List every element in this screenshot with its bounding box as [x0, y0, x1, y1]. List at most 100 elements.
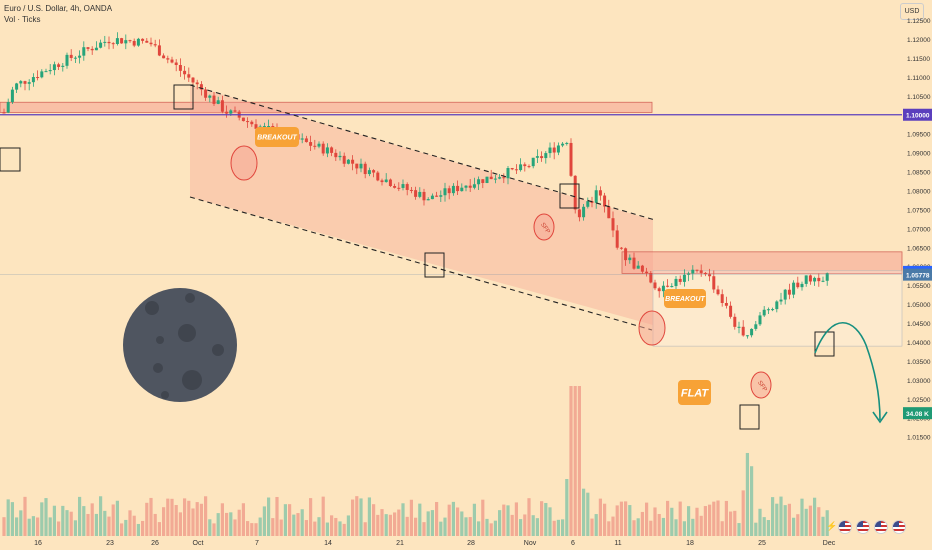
- volume-bar: [334, 517, 338, 536]
- volume-bar: [464, 517, 468, 536]
- volume-bar: [519, 519, 523, 536]
- currency-button[interactable]: USD: [900, 3, 924, 20]
- volume-bar: [174, 505, 178, 536]
- us-flag-event-icon[interactable]: [892, 520, 906, 534]
- candle-body: [435, 195, 439, 197]
- x-tick-label: Dec: [823, 540, 836, 547]
- us-flag-event-icon[interactable]: [856, 520, 870, 534]
- breakout-label-2: BREAKOUT: [665, 296, 705, 303]
- candle-body: [300, 138, 304, 140]
- volume-bar: [817, 507, 821, 536]
- candle-body: [145, 40, 149, 43]
- candle-body: [632, 257, 636, 269]
- y-tick-label: 1.07500: [907, 207, 931, 214]
- candle-body: [804, 275, 808, 284]
- candle-body: [78, 55, 82, 58]
- volume-bar: [771, 497, 775, 536]
- volume-bar: [825, 510, 829, 536]
- y-tick-label: 1.03000: [907, 378, 931, 385]
- volume-bar: [624, 501, 628, 536]
- volume-bar: [187, 500, 191, 536]
- candle-body: [136, 38, 140, 46]
- volume-bar: [162, 507, 166, 536]
- volume-bar: [52, 505, 56, 536]
- candle-body: [52, 64, 56, 71]
- candle-body: [99, 42, 103, 48]
- candle-body: [384, 179, 388, 183]
- volume-bar: [57, 521, 61, 536]
- volume-bar: [115, 500, 119, 536]
- us-flag-event-icon[interactable]: [874, 520, 888, 534]
- volume-indicator-label[interactable]: Vol · Ticks: [4, 15, 41, 24]
- volume-bar: [31, 516, 35, 536]
- volume-bar: [246, 521, 250, 536]
- y-tick-label: 1.02000: [907, 416, 931, 423]
- sfp-circle-2: [750, 371, 772, 399]
- candle-body: [573, 175, 577, 210]
- candle-body: [670, 286, 674, 288]
- volume-bar: [82, 506, 86, 536]
- volume-bar: [313, 521, 317, 536]
- volume-bar: [359, 498, 363, 536]
- candle-body: [687, 273, 691, 275]
- volume-bar: [502, 504, 506, 536]
- volume-bar: [225, 512, 229, 536]
- moon-crater: [178, 324, 196, 342]
- candle-body: [762, 309, 766, 316]
- volume-bar: [472, 503, 476, 536]
- candle-body: [485, 176, 489, 183]
- candle-body: [657, 288, 661, 292]
- volume-bar: [451, 501, 455, 536]
- volume-bar: [36, 517, 40, 536]
- candle-body: [120, 38, 124, 44]
- candle-body: [355, 163, 359, 169]
- descending-channel-fill: [190, 85, 653, 325]
- candle-body: [107, 41, 111, 44]
- candle-body: [796, 282, 800, 288]
- x-tick-label: 6: [571, 540, 575, 547]
- volume-bar: [418, 503, 422, 536]
- candle-body: [582, 206, 586, 218]
- y-tick-label: 1.05000: [907, 302, 931, 309]
- volume-bar: [808, 505, 812, 536]
- candle-body: [90, 48, 94, 51]
- volume-bar: [649, 520, 653, 536]
- volume-bar: [61, 505, 65, 536]
- candle-body: [220, 100, 224, 112]
- volume-bar: [212, 523, 216, 536]
- volume-bar: [439, 521, 443, 536]
- volume-bar: [120, 523, 124, 536]
- y-tick-label: 1.03500: [907, 359, 931, 366]
- volume-bar: [796, 514, 800, 536]
- volume-bar: [430, 510, 434, 536]
- candle-body: [401, 184, 405, 188]
- volume-bar: [678, 501, 682, 536]
- candle-body: [628, 257, 632, 261]
- volume-bar: [86, 513, 90, 536]
- candle-body: [128, 40, 132, 42]
- volume-bar: [40, 502, 44, 536]
- lightning-icon[interactable]: ⚡: [826, 521, 838, 531]
- candle-body: [552, 147, 556, 153]
- volume-bar: [460, 511, 464, 536]
- candle-body: [69, 54, 73, 58]
- candle-body: [376, 172, 380, 181]
- volume-bar: [544, 502, 548, 536]
- volume-bar: [477, 521, 481, 536]
- candle-body: [351, 159, 355, 164]
- volume-bar: [703, 506, 707, 536]
- x-tick-label: 28: [467, 540, 475, 547]
- volume-bar: [607, 521, 611, 536]
- volume-bar: [645, 502, 649, 536]
- volume-bar: [577, 386, 581, 536]
- volume-bar: [321, 496, 325, 536]
- volume-bar: [506, 505, 510, 536]
- volume-bar: [94, 513, 98, 536]
- y-tick-label: 1.09000: [907, 151, 931, 158]
- volume-bar: [586, 492, 590, 536]
- us-flag-event-icon[interactable]: [838, 520, 852, 534]
- volume-bar: [178, 512, 182, 536]
- candle-body: [766, 309, 770, 311]
- candle-body: [611, 218, 615, 231]
